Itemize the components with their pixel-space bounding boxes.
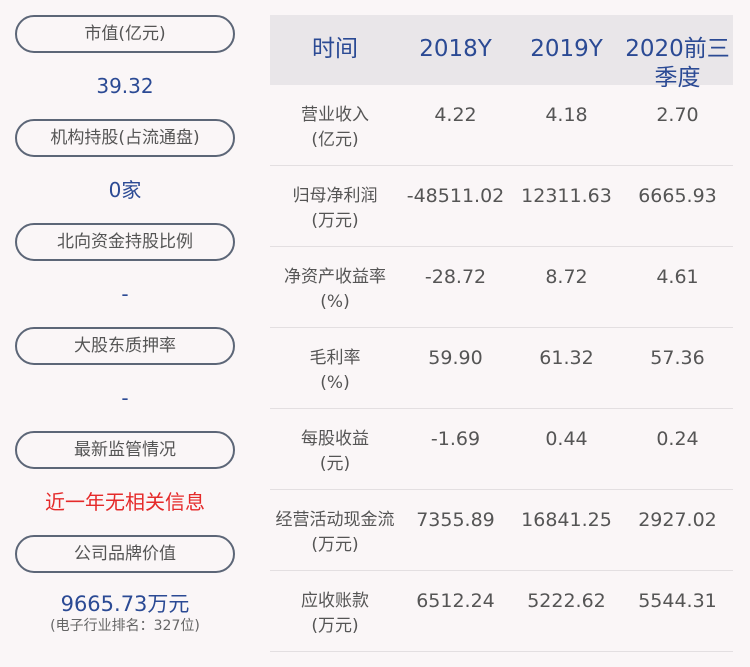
cell-value: 57.36 (650, 347, 705, 369)
market-cap-value: 39.32 (96, 74, 154, 98)
row-label-unit: (%) (320, 292, 350, 312)
cell-value: 8.72 (545, 266, 588, 288)
cell-value: -1.69 (430, 428, 481, 450)
row-label-name: 营业收入 (301, 105, 369, 125)
row-label: 营业收入 (亿元) (270, 85, 400, 165)
header-2019: 2019Y (530, 36, 603, 62)
brand-value: 9665.73万元 (60, 592, 190, 616)
row-label-unit: (亿元) (311, 130, 359, 150)
northbound-ratio-value: - (121, 282, 129, 306)
market-cap-label: 市值(亿元) (15, 15, 235, 53)
row-label: 每股收益 (元) (270, 409, 400, 489)
table-row: 经营活动现金流 (万元) 7355.89 16841.25 2927.02 (270, 490, 733, 571)
brand-rank: (电子行业排名：327位) (50, 618, 200, 634)
table-row: 归母净利润 (万元) -48511.02 12311.63 6665.93 (270, 166, 733, 247)
regulatory-label: 最新监管情况 (15, 431, 235, 469)
cell-value: 4.61 (656, 266, 699, 288)
row-label-name: 毛利率 (309, 348, 361, 368)
row-label-name: 净资产收益率 (284, 267, 386, 287)
row-label: 经营活动现金流 (万元) (270, 490, 400, 570)
row-label-unit: (%) (320, 373, 350, 393)
row-label-name: 经营活动现金流 (275, 510, 395, 530)
row-label-unit: (万元) (311, 535, 359, 555)
row-label-unit: (万元) (311, 211, 359, 231)
institutional-holding-value: 0家 (108, 178, 142, 202)
pledge-ratio-value: - (121, 386, 129, 410)
cell-value: -48511.02 (406, 185, 505, 207)
table-row: 营业收入 (亿元) 4.22 4.18 2.70 (270, 85, 733, 166)
institutional-holding-label: 机构持股(占流通盘) (15, 119, 235, 157)
pledge-ratio-label: 大股东质押率 (15, 327, 235, 365)
cell-value: 5222.62 (527, 590, 606, 612)
cell-value: 6665.93 (638, 185, 717, 207)
cell-value: 59.90 (428, 347, 483, 369)
cell-value: 7355.89 (416, 509, 495, 531)
cell-value: 12311.63 (521, 185, 612, 207)
table-row: 应收账款 (万元) 6512.24 5222.62 5544.31 (270, 571, 733, 652)
cell-value: 2927.02 (638, 509, 717, 531)
row-label-unit: (万元) (311, 616, 359, 636)
cell-value: -28.72 (424, 266, 487, 288)
northbound-ratio-label: 北向资金持股比例 (15, 223, 235, 261)
summary-panel: 市值(亿元) 39.32 机构持股(占流通盘) 0家 北向资金持股比例 - 大股… (15, 15, 235, 635)
brand-value-label: 公司品牌价值 (15, 535, 235, 573)
row-label: 应收账款 (万元) (270, 571, 400, 651)
table-row: 每股收益 (元) -1.69 0.44 0.24 (270, 409, 733, 490)
row-label-name: 归母净利润 (292, 186, 378, 206)
financial-table: 时间 2018Y 2019Y 2020前三季度 营业收入 (亿元) 4.22 4.18… (270, 15, 733, 652)
cell-value: 0.44 (545, 428, 588, 450)
row-label-name: 每股收益 (301, 429, 369, 449)
cell-value: 4.18 (545, 104, 588, 126)
row-label: 归母净利润 (万元) (270, 166, 400, 246)
regulatory-value: 近一年无相关信息 (45, 490, 205, 514)
cell-value: 16841.25 (521, 509, 612, 531)
row-label-unit: (元) (319, 454, 351, 474)
header-2018: 2018Y (419, 36, 492, 62)
cell-value: 0.24 (656, 428, 699, 450)
cell-value: 2.70 (656, 104, 699, 126)
table-row: 净资产收益率 (%) -28.72 8.72 4.61 (270, 247, 733, 328)
header-time: 时间 (312, 36, 358, 62)
row-label-name: 应收账款 (301, 591, 369, 611)
cell-value: 5544.31 (638, 590, 717, 612)
cell-value: 4.22 (434, 104, 477, 126)
table-header: 时间 2018Y 2019Y 2020前三季度 (270, 15, 733, 91)
table-row: 毛利率 (%) 59.90 61.32 57.36 (270, 328, 733, 409)
cell-value: 6512.24 (416, 590, 495, 612)
cell-value: 61.32 (539, 347, 594, 369)
row-label: 净资产收益率 (%) (270, 247, 400, 327)
row-label: 毛利率 (%) (270, 328, 400, 408)
header-2020: 2020前三季度 (625, 36, 730, 91)
